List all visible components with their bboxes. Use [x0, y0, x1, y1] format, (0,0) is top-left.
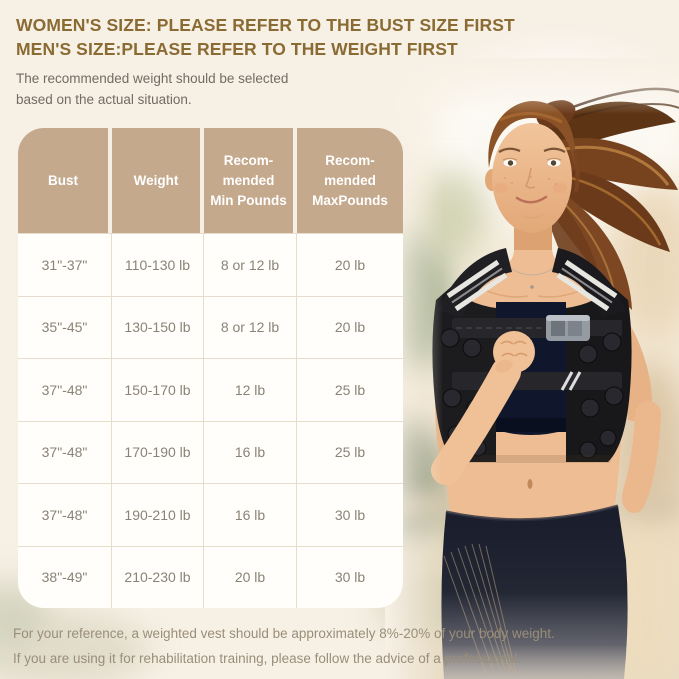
table-cell: 12 lb	[204, 358, 297, 421]
table-cell: 16 lb	[204, 420, 297, 483]
column-header-max-pounds: Recom- mended MaxPounds	[297, 128, 403, 233]
subtitle: The recommended weight should be selecte…	[16, 71, 289, 107]
table-cell: 20 lb	[297, 295, 403, 358]
eyebrow	[543, 147, 566, 153]
column-header-bust: Bust	[18, 128, 112, 233]
table-cell: 38"-49"	[18, 545, 112, 608]
hand	[622, 483, 646, 513]
mesh-texture	[443, 543, 517, 675]
buckle	[546, 315, 590, 341]
footer-note-line-1: For your reference, a weighted vest shou…	[13, 626, 555, 641]
face	[485, 101, 580, 233]
footer-note-line-2: If you are using it for rehabilitation t…	[13, 651, 522, 666]
navel	[527, 479, 533, 489]
table-cell: 30 lb	[297, 545, 403, 608]
fist	[493, 331, 535, 373]
title-line-1: WOMEN'S SIZE: PLEASE REFER TO THE BUST S…	[16, 15, 515, 35]
eyebrow	[498, 147, 521, 153]
table-cell: 170-190 lb	[112, 420, 204, 483]
table-cell: 210-230 lb	[112, 545, 204, 608]
footer-note: For your reference, a weighted vest shou…	[13, 621, 555, 671]
size-chart-table: Bust Weight Recom- mended Min Pounds Rec…	[18, 128, 403, 608]
title-line-2: MEN'S SIZE:PLEASE REFER TO THE WEIGHT FI…	[16, 39, 458, 59]
table-cell: 35"-45"	[18, 295, 112, 358]
table-cell: 190-210 lb	[112, 483, 204, 546]
forearm	[623, 401, 661, 505]
runner-girl	[431, 87, 679, 679]
mouth	[515, 195, 548, 204]
table-cell: 8 or 12 lb	[204, 295, 297, 358]
table-cell: 130-150 lb	[112, 295, 204, 358]
photo-top-fade	[388, 58, 679, 114]
table-cell: 30 lb	[297, 483, 403, 546]
waist-strap	[452, 372, 622, 390]
table-cell: 37"-48"	[18, 358, 112, 421]
weighted-vest	[432, 248, 632, 463]
column-header-weight: Weight	[112, 128, 204, 233]
leggings	[441, 504, 628, 679]
table-cell: 31"-37"	[18, 233, 112, 296]
column-header-min-pounds: Recom- mended Min Pounds	[204, 128, 297, 233]
reflective-stripes	[446, 259, 618, 312]
table-cell: 20 lb	[204, 545, 297, 608]
freckles	[504, 176, 557, 185]
table-cell: 16 lb	[204, 483, 297, 546]
table-cell: 37"-48"	[18, 420, 112, 483]
table-cell: 25 lb	[297, 358, 403, 421]
table-cell: 20 lb	[297, 233, 403, 296]
table-cell: 110-130 lb	[112, 233, 204, 296]
nose	[524, 167, 536, 189]
headline: WOMEN'S SIZE: PLEASE REFER TO THE BUST S…	[16, 13, 515, 61]
table-cell: 37"-48"	[18, 483, 112, 546]
table-cell: 25 lb	[297, 420, 403, 483]
table-cell: 150-170 lb	[112, 358, 204, 421]
forearm	[431, 357, 521, 485]
table-cell: 8 or 12 lb	[204, 233, 297, 296]
